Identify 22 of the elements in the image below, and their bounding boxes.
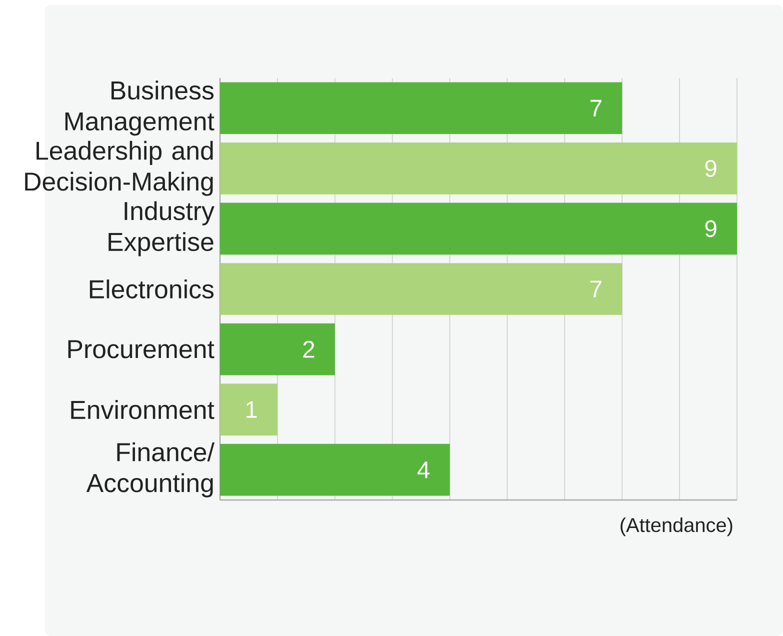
data-label: 9 xyxy=(705,160,716,177)
y-tick-label: Environment xyxy=(71,400,214,420)
data-label: 7 xyxy=(590,280,602,298)
data-label: 9 xyxy=(705,220,716,238)
bar xyxy=(220,202,737,255)
data-label: 7 xyxy=(590,100,602,116)
bar xyxy=(220,82,622,134)
y-tick-label: Business Management xyxy=(65,80,214,136)
bar xyxy=(220,263,622,315)
bar xyxy=(220,384,278,436)
bar xyxy=(220,142,737,194)
data-label: 1 xyxy=(246,401,257,418)
data-label: 4 xyxy=(418,462,430,478)
y-tick-label: Industry Expertise xyxy=(108,201,214,256)
y-tick-label: Procurement xyxy=(68,340,214,358)
bar xyxy=(220,444,450,496)
y-tick-label: Leadership and Decision-Making xyxy=(25,140,213,196)
y-tick-label: Finance/ Accounting xyxy=(86,442,214,498)
data-label: 2 xyxy=(303,340,314,358)
bar xyxy=(220,323,335,376)
y-tick-label: Electronics xyxy=(90,279,214,298)
x-axis-title: (Attendance) xyxy=(620,518,732,536)
